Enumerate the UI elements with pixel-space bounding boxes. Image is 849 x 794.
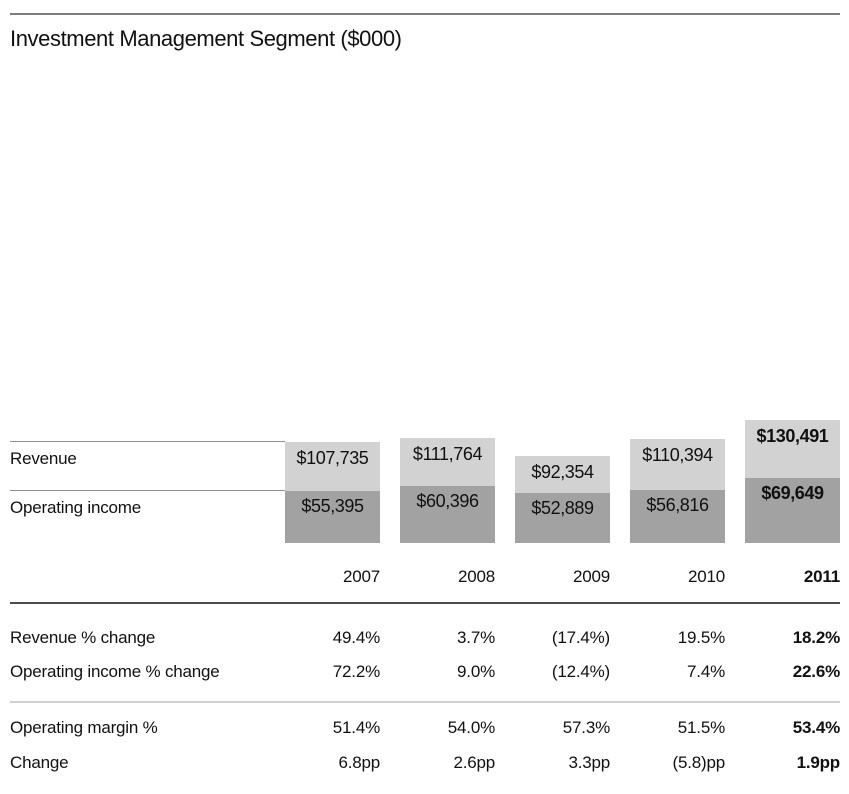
year-label-2008: 2008 bbox=[457, 567, 495, 586]
revenue-series-label: Revenue bbox=[10, 449, 77, 468]
revenue-value-label: $111,764 bbox=[412, 444, 483, 464]
bar-2007: $107,735 $55,395 bbox=[285, 442, 380, 543]
operating-income-segment bbox=[515, 493, 610, 543]
table-cell: 3.7% bbox=[457, 628, 495, 647]
operating-income-segment bbox=[630, 490, 725, 543]
top-rule bbox=[10, 13, 840, 15]
operating-income-value-label: $55,395 bbox=[301, 496, 364, 516]
table-cell: 72.2% bbox=[332, 662, 380, 681]
revenue-leader-line bbox=[10, 441, 285, 442]
operating-income-segment bbox=[400, 486, 495, 543]
bar-2010: $110,394 $56,816 bbox=[630, 439, 725, 543]
table-mid-rule bbox=[10, 701, 840, 703]
table-cell: 51.4% bbox=[332, 718, 380, 737]
table-cell: 54.0% bbox=[447, 718, 495, 737]
operating-income-leader-line bbox=[10, 490, 285, 491]
row-label: Change bbox=[10, 753, 69, 772]
table-cell: 57.3% bbox=[562, 718, 610, 737]
revenue-value-label: $107,735 bbox=[296, 448, 369, 468]
bar-2009: $92,354 $52,889 bbox=[515, 456, 610, 543]
table-cell: 1.9pp bbox=[796, 753, 841, 772]
table-cell: (12.4%) bbox=[551, 662, 610, 681]
operating-income-value-label: $52,889 bbox=[531, 498, 594, 518]
table-top-rule bbox=[10, 602, 840, 604]
table-cell: 9.0% bbox=[457, 662, 495, 681]
table-cell: 19.5% bbox=[677, 628, 725, 647]
year-label-2010: 2010 bbox=[687, 567, 725, 586]
revenue-value-label: $110,394 bbox=[642, 445, 713, 465]
operating-income-series-label: Operating income bbox=[10, 498, 141, 517]
operating-income-value-label: $56,816 bbox=[646, 495, 709, 515]
table-cell: (5.8)pp bbox=[672, 753, 726, 772]
page-title: Investment Management Segment ($000) bbox=[10, 26, 402, 51]
row-label: Revenue % change bbox=[10, 628, 156, 647]
operating-income-segment bbox=[745, 478, 840, 543]
bar-2008: $111,764 $60,396 bbox=[400, 438, 495, 543]
table-cell: 18.2% bbox=[792, 628, 840, 647]
table-cell: 3.3pp bbox=[568, 753, 610, 772]
operating-income-segment bbox=[285, 491, 380, 543]
table-cell: 53.4% bbox=[792, 718, 840, 737]
year-label-2009: 2009 bbox=[572, 567, 610, 586]
year-label-2011: 2011 bbox=[803, 567, 840, 586]
table-cell: (17.4%) bbox=[551, 628, 610, 647]
operating-income-value-label: $60,396 bbox=[416, 491, 479, 511]
table-cell: 2.6pp bbox=[453, 753, 495, 772]
revenue-value-label: $130,491 bbox=[756, 426, 829, 446]
year-label-2007: 2007 bbox=[342, 567, 380, 586]
table-cell: 6.8pp bbox=[338, 753, 380, 772]
table-cell: 22.6% bbox=[792, 662, 840, 681]
revenue-value-label: $92,354 bbox=[531, 462, 594, 482]
table-cell: 7.4% bbox=[687, 662, 725, 681]
row-label: Operating income % change bbox=[10, 662, 220, 681]
row-label: Operating margin % bbox=[10, 718, 158, 737]
bar-2011: $130,491 $69,649 bbox=[745, 420, 840, 543]
operating-income-value-label: $69,649 bbox=[761, 483, 824, 503]
table-cell: 49.4% bbox=[332, 628, 380, 647]
table-cell: 51.5% bbox=[677, 718, 725, 737]
